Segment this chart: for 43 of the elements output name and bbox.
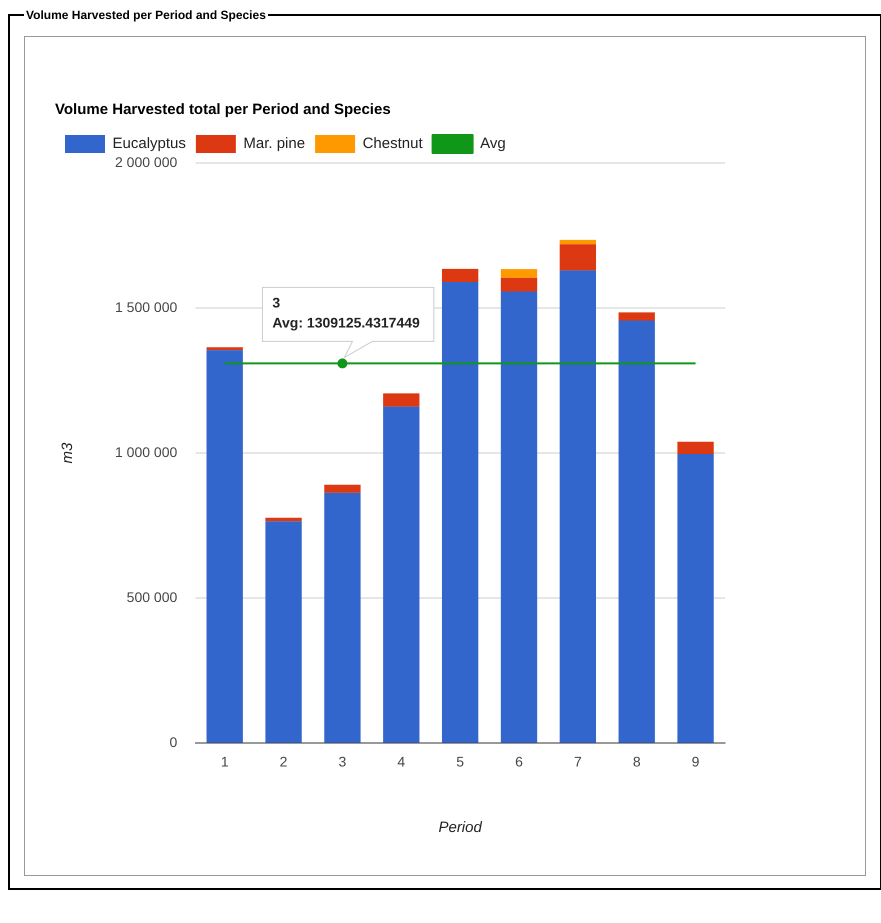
bar [618,312,655,321]
y-tick-label: 500 000 [126,589,178,606]
y-tick-label: 0 [169,734,178,750]
bar [265,518,302,522]
legend-label: Avg [480,135,506,152]
legend-label: Chestnut [362,135,424,152]
x-tick-label: 1 [220,753,229,770]
bar [560,240,596,244]
bar [442,268,478,282]
y-axis-title: m3 [59,442,76,464]
x-tick-label: 4 [397,753,406,770]
bar [324,492,361,743]
bar [500,269,538,278]
x-tick-label: 2 [280,753,288,770]
chart-title: Volume Harvested per Period and Species [25,8,267,22]
x-tick-label: 6 [515,753,524,770]
bar [383,406,420,743]
bar [265,521,302,743]
bar [500,278,538,292]
bar [206,350,243,743]
bar [677,442,714,454]
bar [206,347,243,350]
x-tick-label: 3 [338,753,347,770]
bar [383,393,420,407]
x-tick-label: 7 [574,753,582,770]
y-tick-label: 2 000 000 [114,154,178,170]
x-tick-label: 5 [456,753,464,770]
annotation: 3 Avg: 1309125.4317449 [272,294,420,330]
bar [324,484,361,493]
x-axis-title: Period [438,819,482,836]
bar [677,454,714,743]
bar [442,282,478,743]
bar [560,244,596,270]
x-tick-label: 8 [632,753,641,770]
bar [618,320,655,743]
legend-label: Eucalyptus [112,135,186,152]
y-tick-label: 1 000 000 [114,444,178,460]
legend-label: Mar. pine [243,135,306,152]
bar [500,292,538,743]
y-tick-label: 1 500 000 [114,298,178,315]
x-tick-label: 9 [692,753,700,770]
bar [560,270,596,743]
chart-subtitle: Volume Harvested total per Period and Species [55,101,391,118]
